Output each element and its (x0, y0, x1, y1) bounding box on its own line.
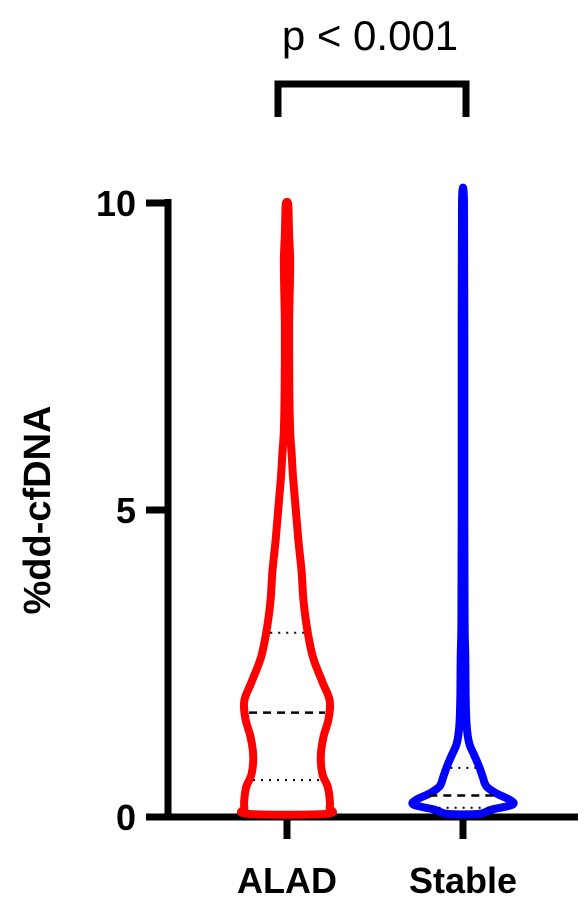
x-tick-label: Stable (409, 860, 517, 899)
violin-outline (408, 183, 518, 819)
y-tick-label: 5 (116, 490, 136, 531)
axes: 0 5 10 ALAD Stable (96, 183, 578, 899)
y-tick-label: 0 (116, 797, 136, 838)
p-value-label: p < 0.001 (282, 12, 458, 59)
y-axis-title: %dd-cfDNA (17, 406, 59, 615)
violin-outline (237, 197, 337, 819)
violin-alad (237, 197, 337, 819)
x-tick-label: ALAD (237, 860, 337, 899)
violin-stable (408, 183, 518, 819)
significance-annotation: p < 0.001 (274, 12, 470, 117)
significance-bracket (274, 80, 470, 117)
y-tick-label: 10 (96, 183, 136, 224)
violins (237, 183, 518, 819)
